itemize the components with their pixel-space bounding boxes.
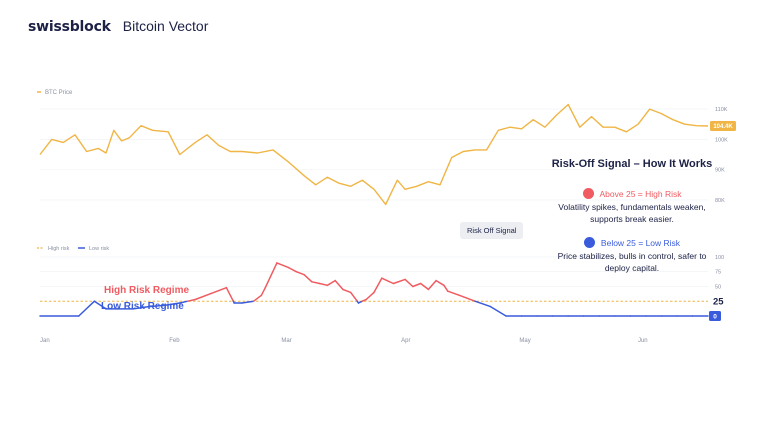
high-risk-segment xyxy=(349,291,358,302)
low-risk-segment xyxy=(241,300,255,304)
bottom-y-tick-label: 100 xyxy=(715,255,724,261)
low-risk-description: Price stabilizes, bulls in control, safe… xyxy=(557,251,707,273)
btc-last-value-label: 104.4K xyxy=(713,124,733,130)
risk-last-value-label: 0 xyxy=(713,314,717,321)
high-risk-segment xyxy=(458,294,476,302)
risk-last-value-badge xyxy=(709,311,721,321)
high-risk-segment xyxy=(392,278,406,285)
brand-logo: swissblock xyxy=(28,19,111,35)
high-risk-segment xyxy=(260,286,267,297)
high-risk-segment xyxy=(404,278,414,288)
low-risk-segment xyxy=(474,300,492,308)
high-risk-head: Above 25 = High Risk xyxy=(548,188,716,199)
high-risk-segment xyxy=(427,279,437,291)
high-risk-segment xyxy=(303,273,313,283)
high-risk-segment xyxy=(326,279,336,287)
top-y-tick-label: 100K xyxy=(715,137,728,143)
x-tick-label: Jun xyxy=(638,338,648,344)
high-risk-segment xyxy=(318,282,329,287)
high-risk-segment xyxy=(412,282,422,288)
high-risk-segment xyxy=(365,291,375,301)
high-risk-regime-label: High Risk Regime xyxy=(104,285,190,296)
high-risk-description: Volatility spikes, fundamentals weaken, … xyxy=(558,202,706,224)
low-risk-segment xyxy=(147,304,166,308)
low-risk-segment xyxy=(78,300,96,317)
low-risk-segment xyxy=(179,300,189,304)
high-risk-segment xyxy=(342,288,352,294)
btc-legend-label: BTC Price xyxy=(45,90,73,96)
top-y-tick-label: 110K xyxy=(715,107,728,113)
low-risk-legend-label: Low risk xyxy=(89,246,109,252)
bottom-y-tick-label: 75 xyxy=(715,270,721,276)
high-risk-segment xyxy=(186,298,197,302)
high-risk-segment xyxy=(447,290,461,297)
x-tick-label: Feb xyxy=(169,338,180,344)
x-tick-label: Jan xyxy=(40,338,50,344)
top-y-tick-label: 90K xyxy=(715,168,725,174)
risk-off-signal-button[interactable]: Risk Off Signal xyxy=(460,222,524,239)
high-risk-segment xyxy=(194,292,212,301)
high-risk-segment xyxy=(225,286,235,302)
x-tick-label: May xyxy=(519,338,530,344)
high-risk-segment xyxy=(264,262,278,289)
threshold-tick-label: 25 xyxy=(713,297,724,308)
top-y-tick-label: 80K xyxy=(715,198,725,204)
high-risk-segment xyxy=(443,284,449,292)
low-risk-segment xyxy=(163,302,181,307)
high-risk-segment xyxy=(381,277,395,285)
btc-last-value-badge xyxy=(710,121,736,132)
high-risk-segment xyxy=(435,279,445,287)
high-risk-legend-label: High risk xyxy=(48,246,70,252)
low-risk-regime-label: Low Risk Regime xyxy=(101,301,184,312)
high-risk-segment xyxy=(419,282,430,291)
low-risk-segment xyxy=(489,305,507,317)
bottom-y-tick-label: 50 xyxy=(715,284,721,290)
low-risk-segment xyxy=(93,300,107,310)
high-risk-segment xyxy=(287,266,298,273)
high-risk-segment xyxy=(252,294,263,302)
x-tick-label: Mar xyxy=(281,338,291,344)
high-risk-segment xyxy=(373,277,383,294)
x-tick-label: Apr xyxy=(401,338,410,344)
high-risk-segment xyxy=(311,281,321,285)
high-risk-segment xyxy=(276,262,290,269)
low-risk-head-text: Below 25 = Low Risk xyxy=(600,237,681,248)
high-risk-segment xyxy=(295,270,305,276)
info-panel: Risk-Off Signal – How It Works Above 25 … xyxy=(548,158,716,286)
product-title: Bitcoin Vector xyxy=(122,18,209,34)
low-risk-segment xyxy=(132,305,150,310)
low-risk-dot-icon xyxy=(583,237,595,248)
high-risk-dot-icon xyxy=(582,188,594,199)
high-risk-segment xyxy=(210,286,228,295)
btc-price-line xyxy=(39,103,709,206)
low-risk-head: Below 25 = Low Risk xyxy=(548,237,716,248)
high-risk-segment xyxy=(334,279,344,291)
high-risk-head-text: Above 25 = High Risk xyxy=(599,188,682,199)
panel-title: Risk-Off Signal – How It Works xyxy=(551,158,713,170)
